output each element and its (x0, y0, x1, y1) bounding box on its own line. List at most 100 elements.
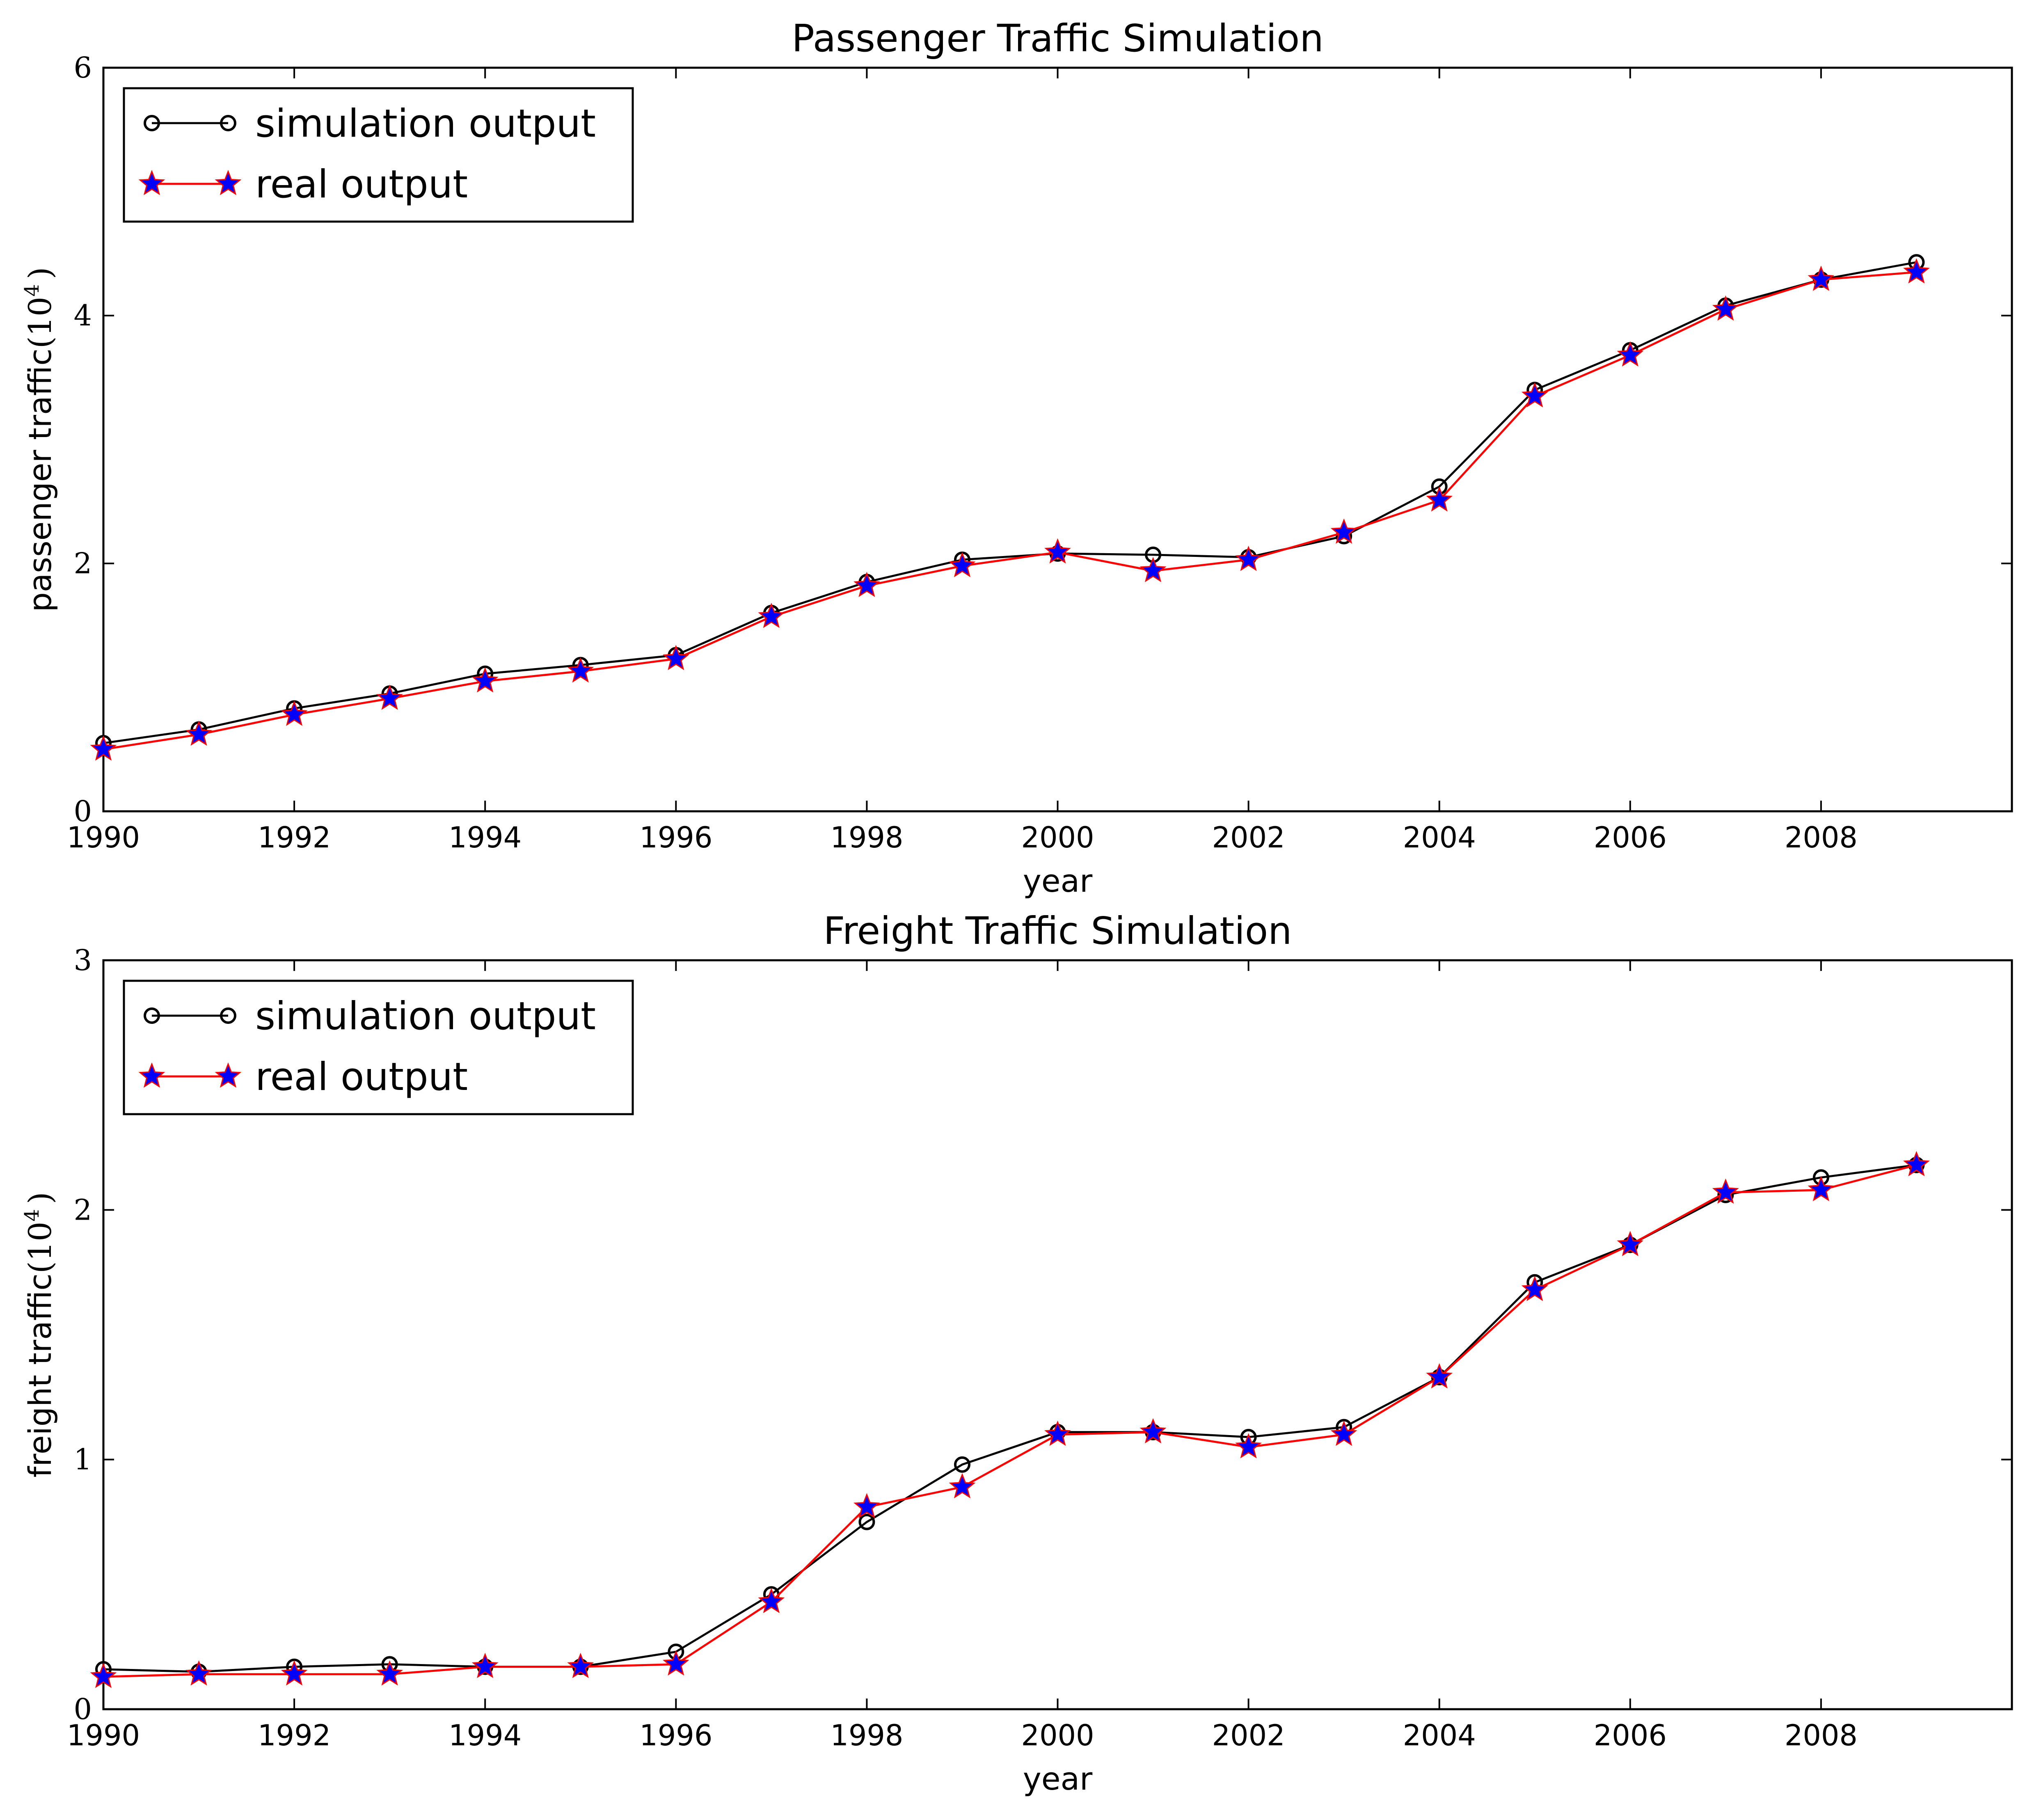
data-point (854, 572, 880, 597)
legend-frame (123, 87, 634, 223)
x-tick-label: 1994 (449, 821, 522, 854)
data-point (90, 1662, 117, 1688)
x-tick-label: 1992 (258, 821, 331, 854)
legend-entry-label: simulation output (255, 101, 596, 146)
x-axis-label: year (1023, 863, 1093, 899)
y-axis-label-unit-close: ) (22, 267, 58, 279)
legend-marker (144, 1007, 160, 1024)
y-axis-label-text: freight traffic (22, 1273, 58, 1477)
y-axis-label: freight traffic(104) (21, 1192, 58, 1477)
series-line (103, 1164, 1917, 1673)
y-tick-label: 0 (73, 1692, 92, 1726)
data-point (1235, 1433, 1262, 1458)
data-point (1903, 258, 1930, 284)
chart-title: Passenger Traffic Simulation (792, 16, 1323, 60)
data-point (1808, 266, 1835, 291)
x-tick-label: 2006 (1594, 821, 1667, 854)
series-simulation-output (95, 254, 1925, 751)
data-point (1903, 1151, 1930, 1177)
y-tick-label: 0 (73, 794, 92, 828)
data-point (1712, 1178, 1739, 1204)
data-point (471, 1653, 499, 1678)
data-point (1426, 486, 1453, 512)
data-point (567, 1653, 594, 1678)
x-tick-label: 2002 (1212, 1719, 1285, 1752)
series-line (103, 1164, 1917, 1678)
series-real-output (90, 258, 1930, 761)
x-tick-label: 2004 (1403, 1719, 1476, 1752)
legend-marker (220, 1007, 236, 1024)
data-point (1044, 1420, 1071, 1446)
legend: simulation output real output (123, 87, 634, 223)
data-point (1235, 545, 1262, 571)
data-point (185, 1660, 212, 1686)
y-axis-label-unit: (10 (22, 1222, 58, 1273)
y-tick-label: 3 (73, 943, 92, 977)
series-simulation-output (95, 1156, 1925, 1680)
x-tick-label: 2000 (1021, 821, 1094, 854)
y-axis-label: passenger traffic(104) (21, 267, 58, 612)
y-tick-label: 2 (73, 1193, 92, 1227)
data-point (854, 1493, 880, 1518)
data-point (1617, 1231, 1644, 1257)
y-axis-label-unit-close: ) (22, 1192, 58, 1204)
legend-marker (138, 169, 165, 195)
data-point (1712, 295, 1739, 321)
legend-entry-label: simulation output (255, 994, 596, 1039)
data-point (1140, 556, 1167, 582)
data-point (1426, 1363, 1453, 1389)
legend-frame (123, 980, 634, 1115)
data-point (185, 720, 212, 746)
legend-marker (138, 1062, 165, 1088)
y-axis-label-exponent: 4 (21, 1209, 43, 1222)
x-axis-label: year (1023, 1760, 1093, 1797)
data-point (949, 552, 976, 577)
data-point (1617, 341, 1644, 367)
data-point (376, 1660, 403, 1686)
y-axis-label-exponent: 4 (21, 284, 43, 297)
legend: simulation output real output (123, 980, 634, 1115)
y-axis-label-text: passenger traffic (22, 348, 58, 612)
chart-2: Freight Traffic Simulation 1990 1992 1994 19… (21, 909, 2013, 1797)
y-axis-label-unit: (10 (22, 297, 58, 348)
x-tick-label: 2008 (1785, 1719, 1858, 1752)
legend-entry-label: real output (255, 162, 468, 207)
data-point (662, 1650, 689, 1676)
data-point (758, 1588, 785, 1614)
x-tick-label: 1992 (258, 1719, 331, 1752)
x-tick-label: 1998 (830, 821, 903, 854)
chart-1: Passenger Traffic Simulation 1990 1992 1994… (21, 16, 2013, 899)
data-point (90, 735, 117, 761)
y-tick-label: 4 (73, 299, 92, 332)
x-tick-label: 2002 (1212, 821, 1285, 854)
data-point (758, 602, 785, 628)
data-point (376, 685, 403, 710)
y-tick-label: 6 (73, 51, 92, 85)
data-point (1330, 1420, 1357, 1446)
data-point (1140, 1418, 1167, 1444)
legend-marker (215, 169, 242, 195)
data-point (471, 667, 499, 693)
x-tick-label: 2000 (1021, 1719, 1094, 1752)
x-tick-label: 1998 (830, 1719, 903, 1752)
legend-entry-label: real output (255, 1055, 468, 1099)
x-tick-label: 2008 (1785, 821, 1858, 854)
data-point (1521, 1275, 1548, 1301)
legend-marker (144, 115, 160, 131)
x-tick-label: 1994 (449, 1719, 522, 1752)
x-tick-label: 2004 (1403, 821, 1476, 854)
data-point (954, 1456, 970, 1473)
y-tick-label: 1 (73, 1443, 92, 1477)
x-tick-label: 1996 (639, 821, 712, 854)
chart-title: Freight Traffic Simulation (824, 909, 1292, 953)
series-line (103, 261, 1917, 744)
y-tick-label: 2 (73, 547, 92, 580)
x-tick-label: 2006 (1594, 1719, 1667, 1752)
data-point (949, 1473, 976, 1499)
data-point (1521, 382, 1548, 407)
x-tick-label: 1990 (67, 1719, 140, 1752)
series-real-output (90, 1151, 1930, 1688)
data-point (1044, 538, 1071, 564)
data-point (567, 657, 594, 683)
legend-marker (220, 115, 236, 131)
